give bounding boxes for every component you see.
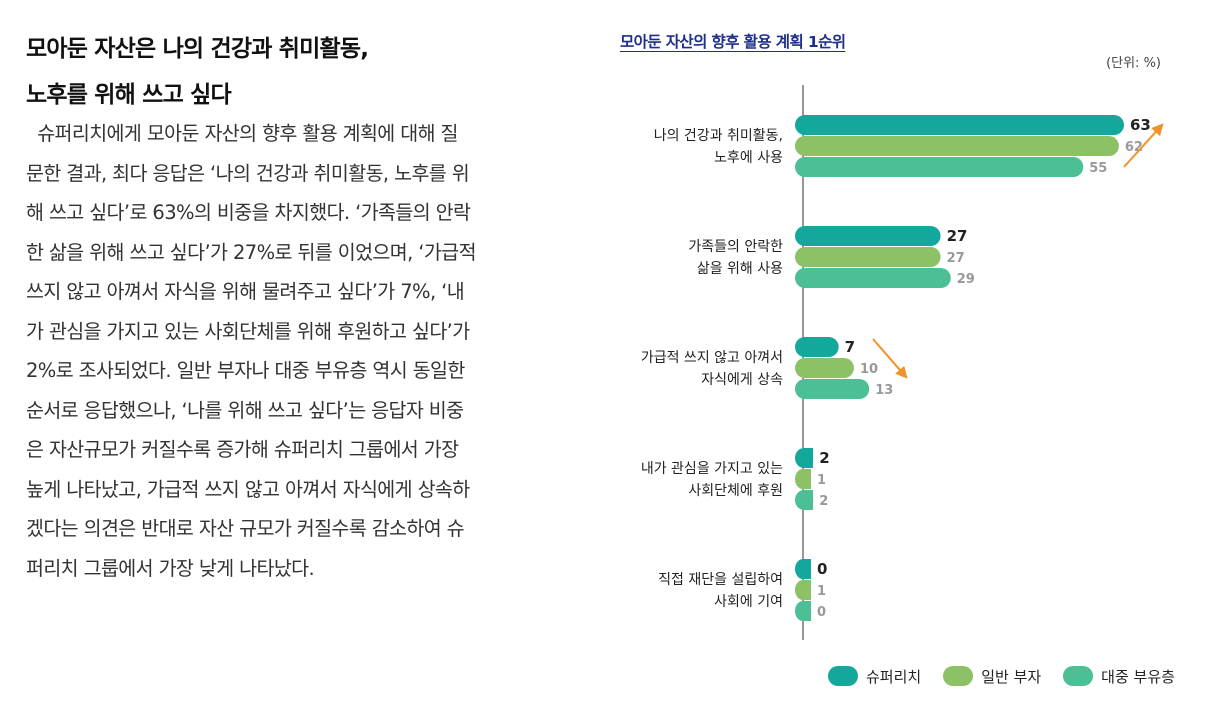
bar-base	[803, 358, 813, 378]
bar-base	[803, 337, 813, 357]
bar-슈퍼리치	[795, 115, 1124, 135]
legend-item-superrich: 슈퍼리치	[828, 666, 921, 687]
legend-swatch	[943, 666, 974, 686]
category-label: 나의 건강과 취미활동,	[654, 128, 783, 144]
data-label: 29	[957, 272, 975, 287]
legend-swatch	[1063, 666, 1094, 686]
legend-label: 대중 부유층	[1101, 667, 1175, 686]
data-label: 1	[817, 584, 826, 599]
bar-base	[803, 268, 813, 288]
category-label: 사회에 기여	[714, 594, 783, 610]
data-label: 0	[817, 605, 826, 620]
category-label: 노후에 사용	[714, 150, 783, 166]
article-body: 슈퍼리치에게 모아둔 자산의 향후 활용 계획에 대해 질 문한 결과, 최다 …	[26, 114, 571, 588]
data-label: 0	[817, 560, 827, 578]
chart-unit-label: (단위: %)	[1106, 56, 1161, 71]
category-label: 가족들의 안락한	[688, 239, 783, 255]
category-label: 가급적 쓰지 않고 아껴서	[641, 350, 783, 366]
bar-base	[803, 559, 811, 579]
bar-슈퍼리치	[795, 226, 941, 246]
body-line: 한 삶을 위해 쓰고 싶다’가 27%로 뒤를 이었으며, ‘가급적	[26, 240, 477, 264]
legend-item-rich: 일반 부자	[943, 666, 1041, 687]
bar-base	[803, 136, 813, 156]
bar-base	[803, 157, 813, 177]
data-label: 2	[819, 494, 828, 509]
heading-line-2: 노후를 위해 쓰고 싶다	[26, 82, 232, 108]
data-label: 27	[947, 227, 968, 245]
data-label: 62	[1125, 140, 1143, 155]
article-heading: 모아둔 자산은 나의 건강과 취미활동, 노후를 위해 쓰고 싶다	[26, 26, 586, 118]
bar-base	[803, 115, 813, 135]
bar-base	[803, 490, 813, 510]
chart-legend: 슈퍼리치 일반 부자 대중 부유층	[828, 664, 1175, 688]
data-label: 13	[875, 383, 893, 398]
body-line: 은 자산규모가 커질수록 증가해 슈퍼리치 그룹에서 가장	[26, 438, 459, 461]
body-line: 겠다는 의견은 반대로 자산 규모가 커질수록 감소하여 슈	[26, 517, 465, 540]
bar-대중 부유층	[795, 268, 951, 288]
category-label: 직접 재단을 설립하여	[658, 572, 783, 588]
legend-item-mass-affluent: 대중 부유층	[1063, 666, 1175, 687]
category-label: 내가 관심을 가지고 있는	[641, 461, 783, 477]
bar-대중 부유층	[795, 379, 870, 399]
bar-base	[803, 469, 811, 489]
bar-base	[803, 448, 813, 468]
body-line: 문한 결과, 최다 응답은 ‘나의 건강과 취미활동, 노후를 위	[26, 161, 470, 185]
bar-일반 부자	[795, 247, 941, 267]
body-line: 높게 나타났고, 가급적 쓰지 않고 아껴서 자식에게 상속하	[26, 477, 470, 501]
chart-title: 모아둔 자산의 향후 활용 계획 1순위	[620, 33, 846, 51]
body-line: 퍼리치 그룹에서 가장 낮게 나타났다.	[26, 556, 315, 580]
category-label: 사회단체에 후원	[688, 483, 783, 499]
bar-base	[803, 580, 811, 600]
bar-일반 부자	[795, 136, 1119, 156]
legend-label: 슈퍼리치	[866, 667, 922, 686]
body-line: 해 쓰고 싶다’로 63%의 비중을 차지했다. ‘가족들의 안락	[26, 201, 471, 224]
body-line: 가 관심을 가지고 있는 사회단체를 위해 후원하고 싶다’가	[26, 319, 470, 343]
data-label: 7	[845, 338, 855, 356]
body-line: 슈퍼리치에게 모아둔 자산의 향후 활용 계획에 대해 질	[26, 122, 458, 145]
bar-슈퍼리치	[795, 337, 839, 357]
legend-swatch	[828, 666, 858, 686]
data-label: 55	[1089, 161, 1107, 176]
data-label: 10	[860, 362, 878, 377]
trend-up-arrow	[1123, 123, 1164, 168]
trend-down-arrow	[872, 338, 908, 379]
category-label: 자식에게 상속	[701, 372, 783, 388]
bar-base	[803, 247, 813, 267]
body-line: 2%로 조사되었다. 일반 부자나 대중 부유층 역시 동일한	[26, 359, 465, 382]
bar-base	[803, 379, 813, 399]
heading-line-1: 모아둔 자산은 나의 건강과 취미활동,	[26, 36, 369, 62]
body-line: 순서로 응답했으나, ‘나를 위해 쓰고 싶다’는 응답자 비중	[26, 398, 464, 422]
data-label: 1	[817, 473, 826, 488]
bar-대중 부유층	[795, 157, 1084, 177]
category-label: 삶을 위해 사용	[697, 261, 783, 277]
data-label: 2	[819, 449, 829, 467]
bar-base	[803, 601, 811, 621]
body-line: 쓰지 않고 아껴서 자식을 위해 물려주고 싶다’가 7%, ‘내	[26, 280, 465, 303]
legend-label: 일반 부자	[981, 667, 1042, 686]
data-label: 63	[1130, 116, 1151, 134]
bar-base	[803, 226, 813, 246]
data-label: 27	[947, 251, 965, 266]
